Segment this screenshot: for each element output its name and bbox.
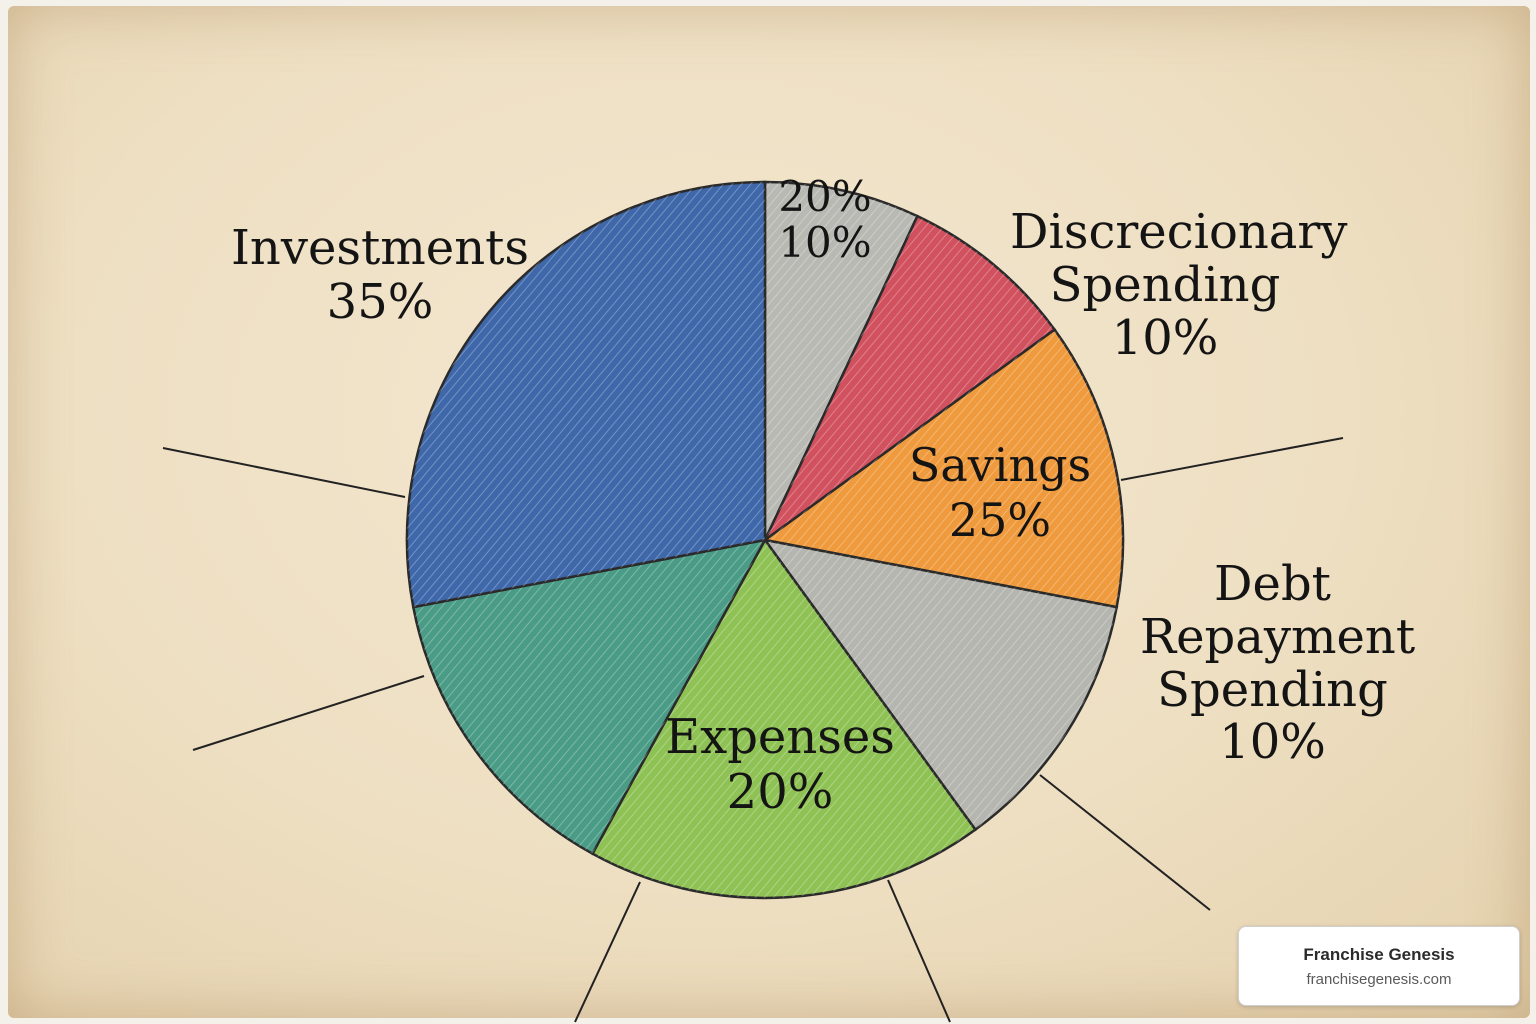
savings-percent: 25% <box>948 493 1052 548</box>
savings-name: Savings <box>908 438 1092 492</box>
brand-card[interactable]: Franchise Genesis franchisegenesis.com <box>1238 926 1520 1006</box>
leader-line-5 <box>887 879 951 1023</box>
leader-lines <box>162 437 1344 1023</box>
expenses-name: Expenses <box>665 709 895 765</box>
pie-slice-texture-investments <box>406 182 765 608</box>
label-expenses: Expenses 20% <box>665 709 895 821</box>
label-gray-top: 20% 10% <box>765 172 885 268</box>
pie-slice-texture-slice-0 <box>765 182 918 540</box>
label-discretionary: Discrecionary Spending 10% <box>1010 204 1348 366</box>
pie-slices <box>405 180 1125 900</box>
label-investments: Investments 35% <box>230 220 530 330</box>
pie-slice-texture-savings <box>765 329 1124 608</box>
investments-name: Investments <box>230 220 530 276</box>
investments-percent: 35% <box>326 273 434 330</box>
debt-repayment-name: Debt Repayment Spending <box>1140 556 1416 718</box>
pie-slice-texture-discrecionary-spending <box>765 216 1055 540</box>
pie-slice-texture-debt-repayment-spending <box>765 540 1117 830</box>
gray-top-percent-1: 20% <box>778 172 872 221</box>
label-savings: Savings 25% <box>905 438 1095 548</box>
leader-line-3 <box>1039 774 1211 911</box>
expenses-percent: 20% <box>726 764 834 821</box>
brand-url[interactable]: franchisegenesis.com <box>1306 970 1452 988</box>
label-debt-repayment: Debt Repayment Spending 10% <box>1140 556 1416 771</box>
discretionary-name: Discrecionary Spending <box>1010 204 1348 313</box>
leader-line-2 <box>192 675 425 751</box>
leader-line-1 <box>1120 437 1344 481</box>
discretionary-percent: 10% <box>1111 309 1219 366</box>
leader-line-4 <box>574 881 641 1023</box>
gray-top-percent-2: 10% <box>778 218 872 268</box>
brand-name: Franchise Genesis <box>1303 944 1455 964</box>
leader-line-0 <box>162 447 406 498</box>
debt-repayment-percent: 10% <box>1219 714 1326 771</box>
pie-slice-texture-slice-5 <box>413 540 765 854</box>
pie-slice-texture-expenses <box>592 540 976 898</box>
